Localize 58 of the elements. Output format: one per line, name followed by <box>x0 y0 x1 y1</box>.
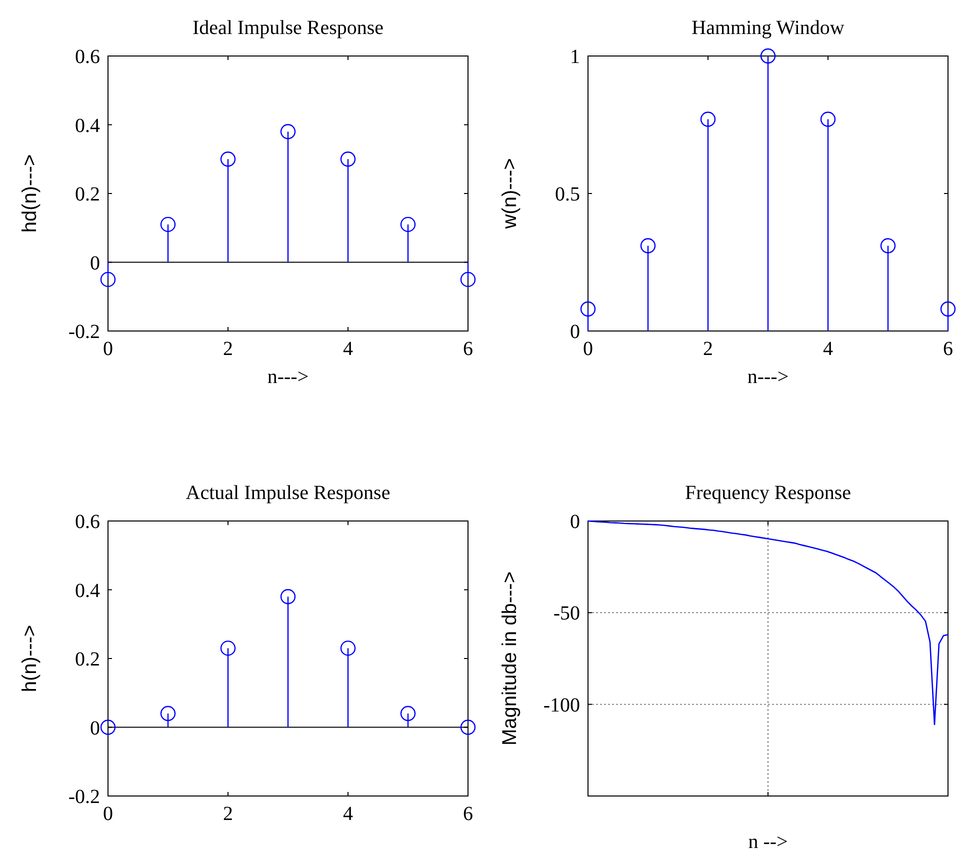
point <box>940 301 956 317</box>
x-axis-title: n---> <box>267 366 309 388</box>
chart-title: Frequency Response <box>684 482 852 504</box>
point <box>460 272 476 288</box>
x-tick-label: 4 <box>823 338 833 360</box>
chart-title: Hamming Window <box>692 17 845 39</box>
x-tick-label: 6 <box>943 338 953 360</box>
point <box>760 48 776 64</box>
point <box>400 216 416 232</box>
y-axis-title: hd(n)---> <box>19 154 41 233</box>
point <box>400 706 416 722</box>
point <box>820 112 836 127</box>
point <box>160 706 176 722</box>
y-tick-label: 0 <box>570 511 580 533</box>
point <box>100 272 116 288</box>
point <box>220 640 236 656</box>
x-tick-label: 6 <box>463 803 473 825</box>
point <box>340 640 356 656</box>
point <box>640 238 656 254</box>
y-tick-label: 1 <box>570 46 580 68</box>
point <box>280 589 296 604</box>
x-axis-title: n --> <box>748 831 788 853</box>
y-tick-label: 0.2 <box>75 184 100 206</box>
chart-title: Ideal Impulse Response <box>192 17 384 39</box>
chart-title: Actual Impulse Response <box>186 482 390 504</box>
point <box>460 720 476 735</box>
point <box>280 124 296 140</box>
x-tick-label: 2 <box>703 338 713 360</box>
point <box>580 301 596 317</box>
y-tick-label: 0 <box>90 252 100 274</box>
point <box>700 112 716 127</box>
y-tick-label: -100 <box>543 694 580 716</box>
y-tick-label: 0.4 <box>75 580 100 602</box>
y-axis-title: h(n)---> <box>19 624 41 692</box>
y-axis-title: w(n)---> <box>499 158 521 230</box>
x-axis-title: n---> <box>747 366 789 388</box>
y-tick-label: -0.2 <box>68 321 100 343</box>
line-series <box>587 520 949 726</box>
y-tick-label: 0.5 <box>555 184 580 206</box>
y-tick-label: 0.2 <box>75 648 100 670</box>
y-tick-label: -0.2 <box>68 786 100 808</box>
y-tick-label: 0.6 <box>75 511 100 533</box>
point <box>880 238 896 254</box>
y-tick-label: 0 <box>570 321 580 343</box>
x-tick-label: 2 <box>223 338 233 360</box>
y-tick-label: 0 <box>90 717 100 740</box>
point <box>340 152 356 167</box>
y-tick-label: 0.4 <box>75 114 100 137</box>
y-tick-label: 0.6 <box>75 46 100 68</box>
point <box>220 152 236 167</box>
x-tick-label: 6 <box>463 338 473 360</box>
y-axis-title: Magnitude in db---> <box>499 572 521 746</box>
x-tick-label: 4 <box>343 338 353 360</box>
y-tick-label: -50 <box>553 602 580 625</box>
x-tick-label: 2 <box>223 803 233 825</box>
x-tick-label: 4 <box>343 803 353 825</box>
point <box>160 216 176 232</box>
point <box>100 720 116 735</box>
